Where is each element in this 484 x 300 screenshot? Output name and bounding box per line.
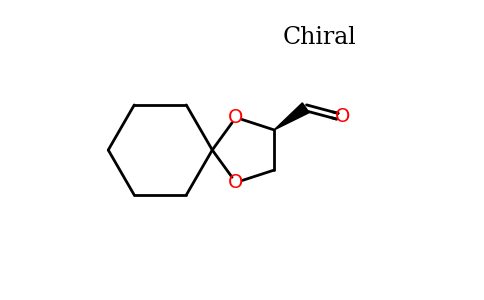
Text: O: O	[335, 107, 351, 126]
Text: O: O	[228, 173, 243, 192]
Text: O: O	[228, 108, 243, 127]
Polygon shape	[274, 103, 309, 130]
Text: Chiral: Chiral	[282, 26, 356, 49]
